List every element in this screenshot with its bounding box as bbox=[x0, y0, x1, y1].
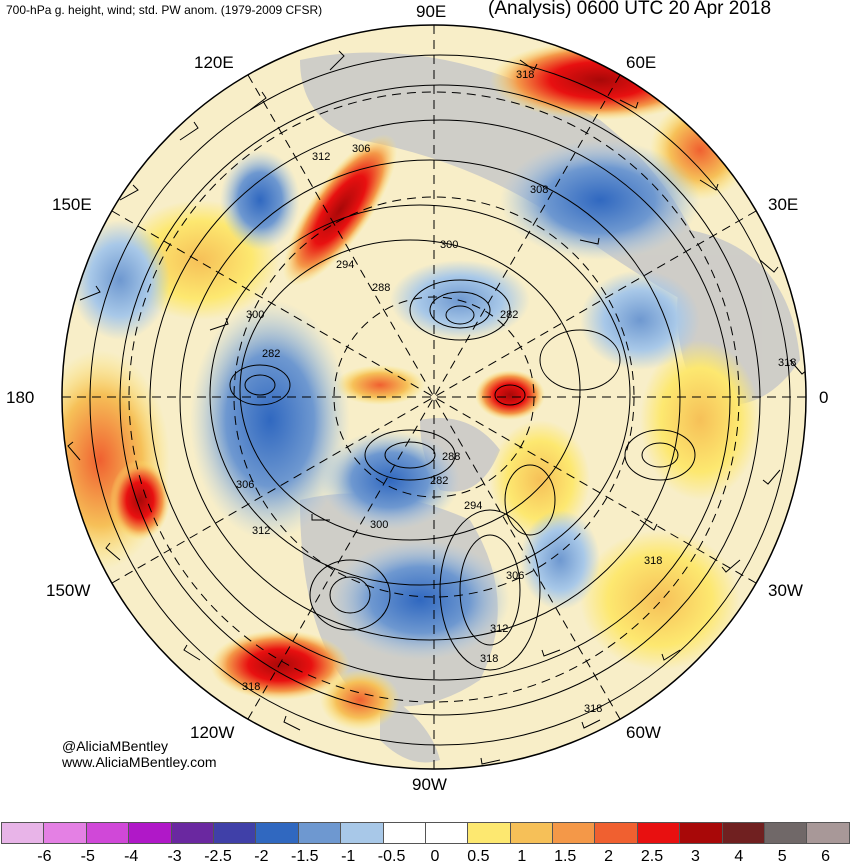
colorbar-label: -4 bbox=[124, 848, 139, 865]
contour-label: 294 bbox=[464, 500, 482, 512]
contour-label: 300 bbox=[440, 239, 458, 251]
contour-label: 318 bbox=[584, 703, 602, 715]
colorbar-cell bbox=[764, 822, 808, 844]
colorbar-label: 6 bbox=[821, 848, 831, 865]
contour-label: 282 bbox=[430, 475, 448, 487]
colorbar-cell bbox=[467, 822, 511, 844]
colorbar-label: -3 bbox=[167, 848, 182, 865]
colorbar-label: -5 bbox=[80, 848, 95, 865]
colorbar-cell bbox=[721, 822, 766, 844]
contour-label: 282 bbox=[500, 309, 518, 321]
colorbar-cell bbox=[255, 822, 299, 844]
colorbar-cell bbox=[43, 822, 87, 844]
colorbar-cell bbox=[509, 822, 554, 844]
credit-twitter: @AliciaMBentley bbox=[62, 738, 169, 754]
contour-label: 300 bbox=[370, 519, 388, 531]
colorbar-label: 1.5 bbox=[554, 848, 577, 865]
colorbar-label: 2 bbox=[604, 848, 614, 865]
colorbar-label: 4 bbox=[734, 848, 744, 865]
contour-label: 306 bbox=[352, 143, 370, 155]
colorbar-label: 3 bbox=[690, 848, 700, 865]
colorbar-cell bbox=[679, 822, 723, 844]
contour-label: 308 bbox=[530, 184, 548, 196]
colorbar-label: 0 bbox=[430, 848, 440, 865]
lon-label-30e: 30E bbox=[768, 195, 798, 214]
colorbar-label: -1.5 bbox=[291, 848, 319, 865]
lon-label-120w: 120W bbox=[190, 723, 234, 742]
lon-label-150e: 150E bbox=[52, 195, 92, 214]
lon-label-0: 0 bbox=[819, 388, 828, 407]
contour-label: 306 bbox=[506, 570, 524, 582]
colorbar: -6 -5 -4 -3 -2.5 -2 -1.5 -1 -0.5 0 0.5 1 1.5 2 2.5 3 4 5 6 bbox=[0, 822, 868, 865]
lon-label-120e: 120E bbox=[194, 53, 234, 72]
contour-label: 288 bbox=[442, 451, 460, 463]
anomaly-blobs bbox=[62, 40, 760, 730]
contour-label: 312 bbox=[312, 151, 330, 163]
polar-map: 90E 60E 30E 0 30W 60W 90W 120W 150W 180 … bbox=[6, 2, 828, 794]
contour-label: 282 bbox=[262, 348, 280, 360]
contour-label: 318 bbox=[480, 653, 498, 665]
map-title: (Analysis) 0600 UTC 20 Apr 2018 bbox=[488, 0, 772, 19]
lon-label-90e: 90E bbox=[416, 2, 446, 21]
credit-website: www.AliciaMBentley.com bbox=[62, 754, 217, 770]
colorbar-cell bbox=[636, 822, 681, 844]
contour-label: 318 bbox=[778, 357, 796, 369]
colorbar-cell bbox=[552, 822, 596, 844]
contour-label: 306 bbox=[236, 479, 254, 491]
colorbar-label: 5 bbox=[777, 848, 787, 865]
contour-label: 318 bbox=[516, 69, 534, 81]
colorbar-cells bbox=[1, 822, 850, 844]
lon-label-90w: 90W bbox=[412, 775, 447, 794]
colorbar-label: -0.5 bbox=[377, 848, 406, 865]
contour-label: 300 bbox=[246, 309, 264, 321]
colorbar-label: -1 bbox=[341, 848, 356, 865]
wind-barbs bbox=[67, 50, 806, 765]
colorbar-cell bbox=[424, 822, 469, 844]
colorbar-cell bbox=[594, 822, 638, 844]
lon-label-60w: 60W bbox=[626, 723, 661, 742]
graticule bbox=[62, 25, 806, 769]
colorbar-cell bbox=[170, 822, 214, 844]
colorbar-label: 1 bbox=[517, 848, 527, 865]
lon-label-60e: 60E bbox=[626, 53, 656, 72]
colorbar-cell bbox=[1, 822, 45, 844]
map-boundary bbox=[61, 24, 807, 770]
lon-label-150w: 150W bbox=[46, 581, 90, 600]
lon-label-30w: 30W bbox=[768, 581, 803, 600]
colorbar-cell bbox=[85, 822, 130, 844]
height-contours bbox=[89, 54, 791, 746]
colorbar-cell bbox=[340, 822, 384, 844]
contour-label: 288 bbox=[372, 282, 390, 294]
contour-label: 318 bbox=[644, 555, 662, 567]
colorbar-cell bbox=[382, 822, 426, 844]
contour-label: 318 bbox=[242, 681, 260, 693]
colorbar-cell bbox=[297, 822, 342, 844]
colorbar-label: -6 bbox=[37, 848, 52, 865]
contour-label: 294 bbox=[336, 259, 354, 271]
colorbar-cell bbox=[806, 822, 850, 844]
colorbar-label: 0.5 bbox=[467, 848, 490, 865]
lon-label-180: 180 bbox=[6, 388, 34, 407]
contour-label: 312 bbox=[490, 623, 508, 635]
colorbar-cell bbox=[128, 822, 172, 844]
map-subtitle: 700-hPa g. height, wind; std. PW anom. (… bbox=[6, 3, 323, 17]
colorbar-cell bbox=[212, 822, 257, 844]
colorbar-label: -2.5 bbox=[204, 848, 232, 865]
colorbar-label: 2.5 bbox=[640, 848, 664, 865]
contour-label: 312 bbox=[252, 525, 270, 537]
colorbar-label: -2 bbox=[254, 848, 269, 865]
pw-anomaly-field bbox=[62, 25, 806, 769]
